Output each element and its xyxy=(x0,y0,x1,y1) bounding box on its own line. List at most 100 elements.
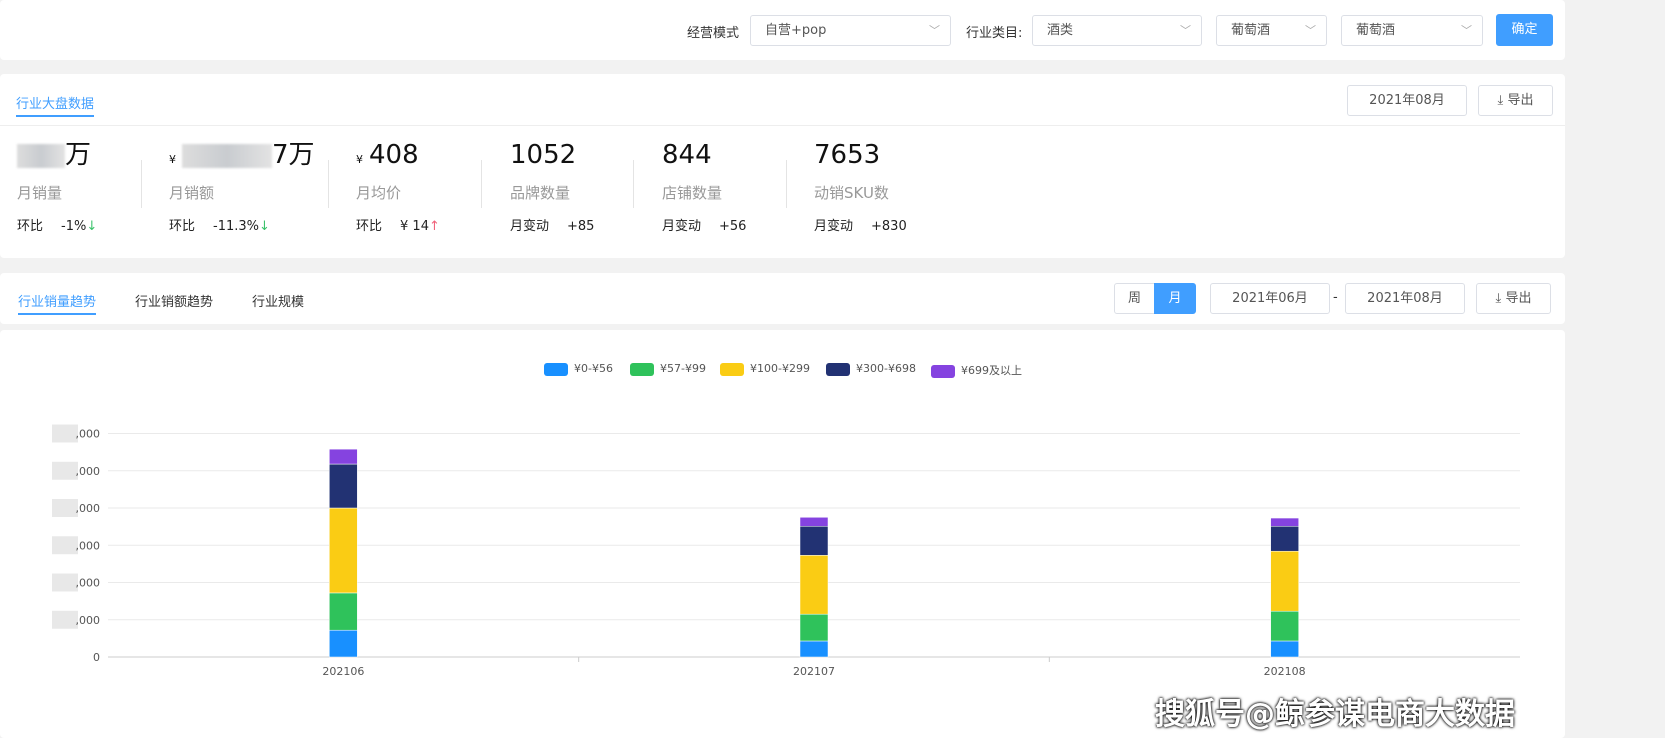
divider xyxy=(786,160,787,208)
metric-value: 7653 xyxy=(814,140,881,170)
y-tick-label: ,000 xyxy=(76,577,101,590)
metric-name: 品牌数量 xyxy=(510,184,571,202)
month-button[interactable]: 月 xyxy=(1154,283,1196,314)
legend-item[interactable]: ¥100-¥299 xyxy=(720,362,810,376)
arrow-down-icon: ↓ xyxy=(259,219,270,234)
chevron-down-icon: ﹀ xyxy=(929,24,940,37)
metric-name: 月销量 xyxy=(17,184,63,202)
chg-value: -11.3% xyxy=(213,219,260,234)
legend-label: ¥699及以上 xyxy=(961,364,1022,377)
divider xyxy=(0,125,1565,126)
category-value: 酒类 xyxy=(1047,23,1074,38)
chg-value: +85 xyxy=(567,219,595,234)
tab-volume-trend[interactable]: 行业销量趋势 xyxy=(18,291,97,315)
x-tick-label: 202107 xyxy=(793,665,835,678)
bar-segment xyxy=(799,640,829,658)
x-tick-label: 202106 xyxy=(322,665,364,678)
y-tick-label: ,000 xyxy=(76,539,101,552)
blurred-tick xyxy=(52,536,78,555)
date-separator: - xyxy=(1333,290,1338,305)
y-tick-label: ,000 xyxy=(76,614,101,627)
date-from-picker[interactable]: 2021年06月 xyxy=(1210,283,1330,314)
bar-segment xyxy=(1270,610,1299,642)
divider xyxy=(328,160,329,208)
legend-item[interactable]: ¥300-¥698 xyxy=(826,362,916,376)
metric-active-sku: 7653 动销SKU数 月变动 +830 xyxy=(814,138,964,234)
chg-label: 环比 xyxy=(356,219,383,234)
bar-segment xyxy=(799,555,829,615)
arrow-up-icon: ↑ xyxy=(428,219,440,234)
bar-segment xyxy=(1270,517,1299,527)
date-picker[interactable]: 2021年08月 xyxy=(1347,85,1467,116)
sub2-value: 葡萄酒 xyxy=(1356,23,1396,38)
chart-card xyxy=(0,330,1565,738)
filter-bar: 经营模式 自营+pop ﹀ 行业类目: 酒类 ﹀ 葡萄酒 ﹀ 葡萄酒 ﹀ 确定 xyxy=(0,0,1565,60)
watermark: 搜狐号@鲸参谋电商大数据 xyxy=(1155,697,1515,732)
chevron-down-icon: ﹀ xyxy=(1305,24,1316,37)
mode-select[interactable]: 自营+pop ﹀ xyxy=(750,15,951,46)
metric-value: 844 xyxy=(662,140,712,170)
blurred-tick xyxy=(52,573,78,592)
metric-name: 月均价 xyxy=(356,184,402,202)
bar-segment xyxy=(799,526,829,556)
chg-value: +830 xyxy=(871,219,907,234)
tab-sales-trend[interactable]: 行业销额趋势 xyxy=(135,295,214,310)
legend-item[interactable]: ¥699及以上 xyxy=(931,362,1022,378)
export-button[interactable]: ⤓ 导出 xyxy=(1478,85,1553,116)
metric-value: 万 xyxy=(65,140,92,170)
chg-label: 月变动 xyxy=(814,219,854,234)
legend-swatch xyxy=(720,362,744,376)
bar-segment xyxy=(329,629,358,658)
y-tick-label: 0 xyxy=(93,651,100,664)
export-label: 导出 xyxy=(1507,93,1534,108)
bar-segment xyxy=(329,448,358,465)
legend-swatch xyxy=(544,362,568,376)
bar-segment xyxy=(329,463,358,509)
stacked-bar-chart: 0 ,000 ,000 ,000 ,000 ,000 ,000 202106 202107 202… xyxy=(52,424,1520,678)
subcategory-select-1[interactable]: 葡萄酒 ﹀ xyxy=(1216,15,1327,46)
category-select[interactable]: 酒类 ﹀ xyxy=(1032,15,1202,46)
legend-swatch xyxy=(826,362,850,376)
metric-name: 动销SKU数 xyxy=(814,184,889,202)
chg-label: 环比 xyxy=(17,219,44,234)
sub1-value: 葡萄酒 xyxy=(1231,23,1271,38)
legend-swatch xyxy=(931,364,955,378)
arrow-down-icon: ↓ xyxy=(86,219,98,234)
legend-label: ¥100-¥299 xyxy=(750,362,810,375)
chg-value: +56 xyxy=(719,219,747,234)
divider xyxy=(633,160,634,208)
tab-industry-scale[interactable]: 行业规模 xyxy=(252,295,305,310)
export-label: 导出 xyxy=(1505,291,1532,306)
date-to-picker[interactable]: 2021年08月 xyxy=(1345,283,1465,314)
bar-segment xyxy=(1270,640,1299,658)
metric-shops: 844 店铺数量 月变动 +56 xyxy=(662,138,782,234)
subcategory-select-2[interactable]: 葡萄酒 ﹀ xyxy=(1341,15,1483,46)
blurred-value xyxy=(17,143,65,168)
legend-label: ¥0-¥56 xyxy=(574,362,613,375)
blurred-tick xyxy=(52,499,78,517)
trend-export-button[interactable]: ⤓ 导出 xyxy=(1476,283,1551,314)
currency: ¥ xyxy=(356,153,363,166)
blurred-value xyxy=(182,143,272,168)
download-icon: ⤓ xyxy=(1495,291,1502,306)
chevron-down-icon: ﹀ xyxy=(1180,24,1191,37)
bar-segment xyxy=(799,517,829,527)
confirm-button[interactable]: 确定 xyxy=(1496,14,1553,46)
legend-item[interactable]: ¥57-¥99 xyxy=(630,362,706,376)
legend-item[interactable]: ¥0-¥56 xyxy=(544,362,613,376)
bar-segment xyxy=(1270,526,1299,552)
chg-label: 环比 xyxy=(169,219,196,234)
bar-segment xyxy=(1270,550,1299,612)
week-button[interactable]: 周 xyxy=(1114,283,1155,314)
currency: ¥ xyxy=(169,153,176,166)
chg-value: ¥ 14 xyxy=(400,219,429,234)
blurred-tick xyxy=(52,610,78,629)
tab-industry-overview[interactable]: 行业大盘数据 xyxy=(16,93,95,117)
divider xyxy=(141,160,142,208)
chevron-down-icon: ﹀ xyxy=(1461,24,1472,37)
legend-label: ¥57-¥99 xyxy=(660,362,706,375)
bar-segment xyxy=(329,507,358,594)
metric-avg-price: ¥408 月均价 环比 ¥ 14↑ xyxy=(356,138,476,234)
chg-label: 月变动 xyxy=(510,219,550,234)
metric-name: 店铺数量 xyxy=(662,184,723,202)
